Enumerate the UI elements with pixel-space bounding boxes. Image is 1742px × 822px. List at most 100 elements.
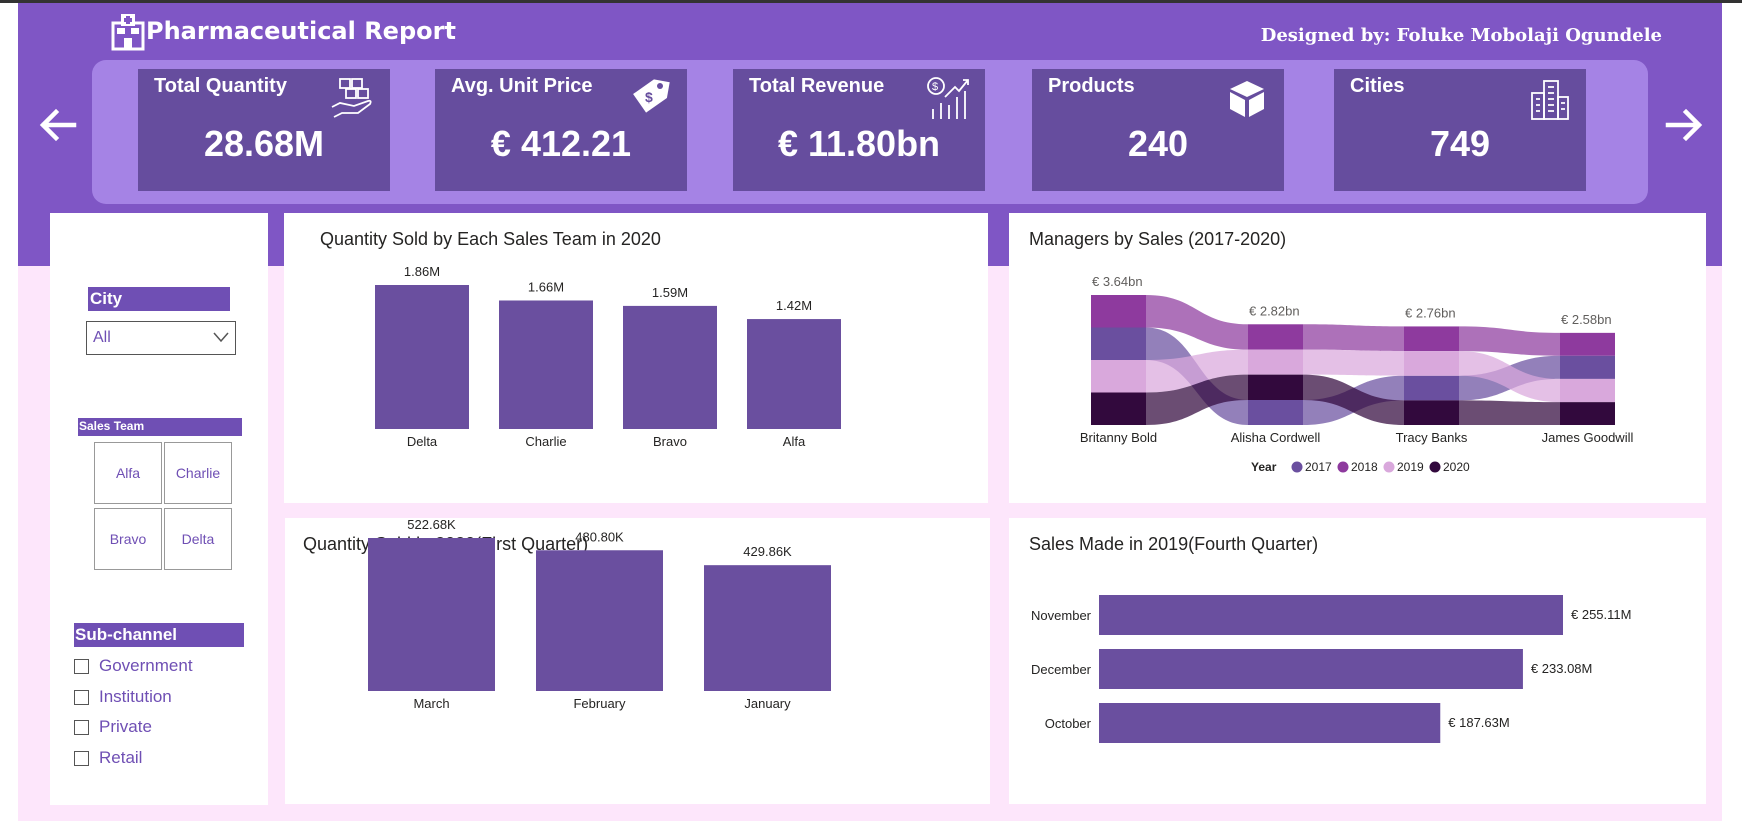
category-label: Alisha Cordwell [1231,430,1321,445]
kpi-strip: Total Quantity 28.68M Avg. Unit Price [92,60,1648,204]
kpi-value: 240 [1127,123,1189,164]
kpi-card-avg-unit-price: Avg. Unit Price $ € 412.21 [435,69,687,191]
chart-title: Managers by Sales (2017-2020) [1029,229,1287,249]
sub-channel-slicer-header: Sub-channel [74,623,244,647]
bar [704,565,831,691]
checkbox-label: Government [99,656,193,675]
kpi-card-total-quantity: Total Quantity 28.68M [138,69,390,191]
kpi-label: Products [1048,75,1135,97]
kpi-value: € 412.21 [490,123,632,164]
tile-charlie[interactable]: Charlie [164,442,232,504]
ribbon-segment [1248,400,1303,425]
kpi-label: Cities [1350,75,1405,97]
data-label: 1.59M [652,285,688,300]
checkbox-label: Institution [99,687,172,706]
data-label: 480.80K [575,529,624,544]
sales-team-bar-chart: 1.86M Delta 1.66M Charlie 1.59M Bravo 1.42M Alf… [375,264,841,449]
designer-credit: Designed by: Foluke Mobolaji Ogundele [1260,25,1662,46]
data-label: 1.86M [404,264,440,279]
ribbon-flow [1303,349,1404,376]
legend-label: 2017 [1305,460,1332,474]
data-label: 1.66M [528,279,564,294]
data-label: € 2.76bn [1405,305,1456,320]
ribbon-segment [1091,295,1146,328]
city-dropdown-value: All [93,329,111,346]
checkbox-private[interactable]: Private [74,716,152,738]
ribbon-segment [1404,375,1459,401]
category-label: October [1045,716,1092,731]
data-label: 522.68K [407,518,456,532]
chevron-down-icon [213,332,229,343]
city-dropdown[interactable]: All [86,321,236,355]
legend-label: 2018 [1351,460,1378,474]
hand-boxes-icon [331,78,372,118]
bar [1099,649,1523,689]
bar [623,305,717,429]
kpi-value: 749 [1429,123,1491,164]
next-page-arrow-icon[interactable] [1664,105,1704,145]
chart-panel-q1: Quantity Sold in 2020(First Quarter) 522… [285,518,990,804]
chart-title: Sales Made in 2019(Fourth Quarter) [1029,534,1319,554]
category-label: November [1031,608,1092,623]
tile-delta[interactable]: Delta [164,508,232,570]
legend-marker [1429,461,1441,473]
ribbon-segment [1248,324,1303,350]
ribbon-segment [1404,351,1459,376]
ribbon-segment [1560,332,1615,356]
chart-title: Quantity Sold by Each Sales Team in 2020 [320,229,661,249]
ribbon-flow [1146,349,1248,393]
kpi-label: Total Revenue [749,75,885,97]
category-label: Bravo [653,434,687,449]
checkbox[interactable] [74,750,89,766]
city-slicer-header: City [88,287,230,311]
ribbon-segment [1091,392,1146,425]
category-label: Britanny Bold [1080,430,1157,445]
bar [499,300,593,429]
data-label: € 233.08M [1531,661,1592,676]
category-label: Charlie [525,434,566,449]
bar [1099,595,1563,635]
checkbox-government[interactable]: Government [74,655,193,677]
ribbon-segment [1091,360,1146,393]
legend-title: Year [1251,460,1277,474]
kpi-card-total-revenue: Total Revenue $ € 11.80bn [733,69,985,191]
bar [1099,703,1441,743]
tile-alfa[interactable]: Alfa [94,442,162,504]
chart-panel-q4: Sales Made in 2019(Fourth Quarter) Novem… [1009,518,1706,804]
category-label: January [744,696,791,711]
ribbon-segment [1248,374,1303,400]
ribbon-flow [1303,324,1404,352]
data-label: € 2.58bn [1561,312,1612,327]
checkbox[interactable] [74,658,89,674]
bar [747,319,841,429]
ribbon-flow [1459,326,1560,356]
ribbon-flow [1303,374,1404,425]
category-label: Delta [407,434,438,449]
price-tag-icon: $ [633,79,670,113]
checkbox[interactable] [74,689,89,705]
ribbon-flow [1146,374,1248,425]
data-label: 1.42M [776,298,812,313]
ribbon-segment [1404,400,1459,425]
checkbox-retail[interactable]: Retail [74,747,142,769]
sales-team-slicer-header: Sales Team [78,418,242,436]
ribbon-segment [1560,355,1615,379]
bar [368,538,495,691]
svg-text:$: $ [932,81,938,93]
kpi-label: Avg. Unit Price [451,75,593,97]
data-label: € 255.11M [1571,607,1631,622]
tile-bravo[interactable]: Bravo [94,508,162,570]
previous-page-arrow-icon[interactable] [38,105,78,145]
category-label: Alfa [783,434,806,449]
svg-text:$: $ [645,89,653,105]
revenue-chart-icon: $ [927,77,969,119]
filter-panel: City All Sales Team Alfa Charlie Bravo D… [50,213,268,805]
legend-marker [1383,461,1395,473]
checkbox[interactable] [74,719,89,735]
checkbox-institution[interactable]: Institution [74,686,172,708]
ribbon-segment [1404,326,1459,352]
buildings-icon [1531,80,1569,120]
bar [375,285,469,429]
kpi-label: Total Quantity [154,75,287,97]
ribbon-segment [1560,402,1615,425]
